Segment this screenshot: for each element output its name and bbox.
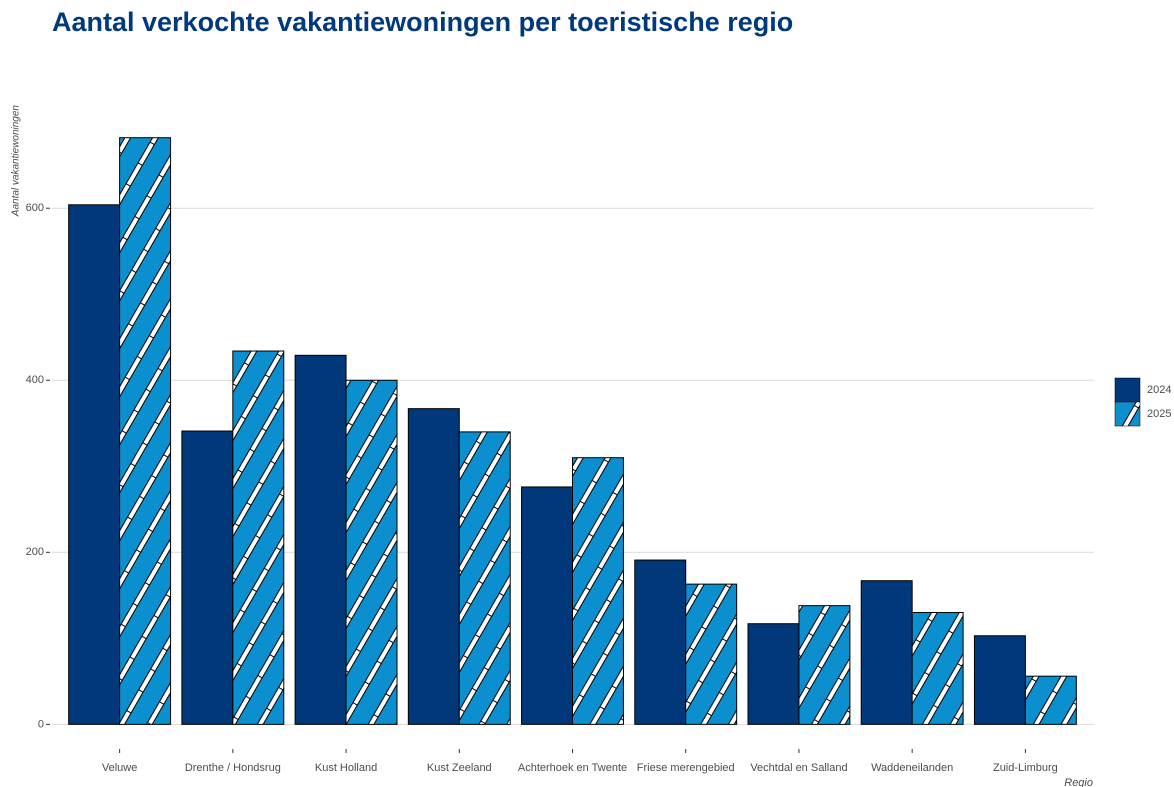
x-tick-label: Zuid-Limburg — [993, 762, 1058, 774]
legend-label: 2025 — [1147, 408, 1171, 420]
x-tick-label: Drenthe / Hondsrug — [185, 762, 281, 774]
legend-key — [1114, 401, 1141, 427]
bar — [345, 379, 398, 725]
y-tick-label: 200 — [26, 546, 44, 558]
x-tick-label: Waddeneilanden — [871, 762, 953, 774]
bar — [747, 623, 800, 725]
bar — [521, 486, 573, 725]
bar — [685, 583, 738, 725]
y-tick-label: 600 — [26, 202, 44, 214]
bar — [911, 612, 964, 725]
bar — [973, 635, 1026, 725]
bar — [798, 605, 851, 725]
bar — [634, 559, 687, 725]
x-tick-label: Kust Zeeland — [427, 762, 492, 774]
bar — [294, 354, 347, 725]
bar — [181, 430, 234, 725]
x-tick-label: Achterhoek en Twente — [518, 762, 627, 774]
bar — [68, 204, 121, 725]
bar — [572, 457, 624, 725]
bar — [1024, 675, 1077, 725]
y-axis-label: Aantal vakantiewoningen — [11, 105, 22, 218]
x-tick-label: Veluwe — [102, 762, 137, 774]
bar — [119, 137, 172, 725]
x-tick-label: Vechtdal en Salland — [750, 762, 847, 774]
x-tick-label: Friese merengebied — [637, 762, 735, 774]
x-tick-label: Kust Holland — [315, 762, 377, 774]
bar — [232, 350, 285, 725]
bar — [458, 431, 511, 725]
y-tick-label: 0 — [38, 718, 44, 730]
bar — [860, 580, 913, 725]
x-axis-label: Regio — [1064, 777, 1093, 787]
bar — [407, 408, 460, 725]
legend-label: 2024 — [1147, 384, 1171, 396]
legend-key — [1114, 377, 1141, 403]
y-tick-label: 400 — [26, 374, 44, 386]
chart-title: Aantal verkochte vakantiewoningen per to… — [52, 7, 793, 37]
